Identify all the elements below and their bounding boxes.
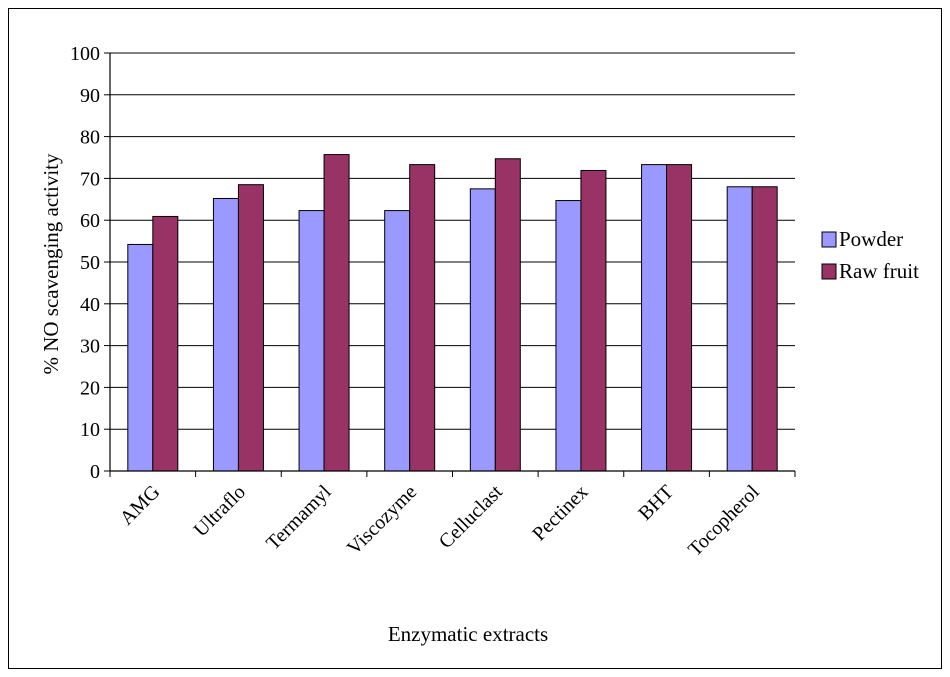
bar-powder — [127, 243, 154, 472]
bar-raw-fruit — [666, 164, 693, 472]
bars — [127, 154, 778, 472]
legend-label: Powder — [839, 227, 903, 251]
bar-powder — [726, 186, 753, 472]
x-tick-label: Celluclast — [435, 481, 507, 553]
y-tick-label: 20 — [80, 377, 100, 399]
bar-powder — [555, 200, 582, 472]
legend: Powder Raw fruit — [821, 227, 919, 283]
x-tick-label: Tocopherol — [684, 481, 764, 561]
bar-powder — [212, 197, 239, 472]
bar-raw-fruit — [580, 169, 607, 472]
y-axis-title: % NO scavenging activity — [39, 153, 63, 375]
bar-raw-fruit — [751, 186, 778, 472]
bar-powder — [384, 210, 411, 472]
bar-raw-fruit — [152, 215, 179, 472]
bar-raw-fruit — [323, 154, 350, 472]
bar-raw-fruit — [409, 164, 436, 472]
bar-powder — [641, 164, 668, 472]
y-tick-label: 30 — [80, 336, 100, 358]
axes — [104, 52, 796, 477]
x-tick-label: Viscozyme — [343, 481, 421, 559]
bar-raw-fruit — [237, 184, 264, 472]
legend-swatch — [821, 263, 837, 280]
y-tick-label: 50 — [80, 252, 100, 274]
gridlines — [110, 52, 795, 430]
y-tick-label: 10 — [80, 419, 100, 441]
legend-swatch — [821, 231, 837, 248]
y-tick-label: 80 — [80, 127, 100, 149]
x-tick-label: Termamyl — [262, 481, 336, 555]
y-tick-label: 0 — [90, 461, 100, 483]
x-tick-label: BHT — [634, 481, 678, 525]
x-tick-label: AMG — [116, 481, 165, 530]
y-tick-labels: 0 10 20 30 40 50 60 70 80 90 100 — [70, 43, 100, 483]
x-tick-label: Ultraflo — [190, 481, 250, 541]
y-tick-label: 90 — [80, 85, 100, 107]
bar-raw-fruit — [494, 158, 521, 472]
x-axis-title: Enzymatic extracts — [388, 622, 548, 646]
bar-powder — [298, 210, 325, 472]
y-tick-label: 60 — [80, 210, 100, 232]
x-tick-labels: AMG Ultraflo Termamyl Viscozyme Celluclast Pe… — [116, 481, 764, 561]
y-tick-label: 40 — [80, 294, 100, 316]
y-tick-label: 70 — [80, 168, 100, 190]
x-tick-label: Pectinex — [528, 481, 592, 545]
bar-powder — [469, 188, 496, 472]
legend-label: Raw fruit — [839, 259, 919, 283]
chart-frame — [8, 8, 942, 669]
y-tick-label: 100 — [70, 43, 100, 65]
